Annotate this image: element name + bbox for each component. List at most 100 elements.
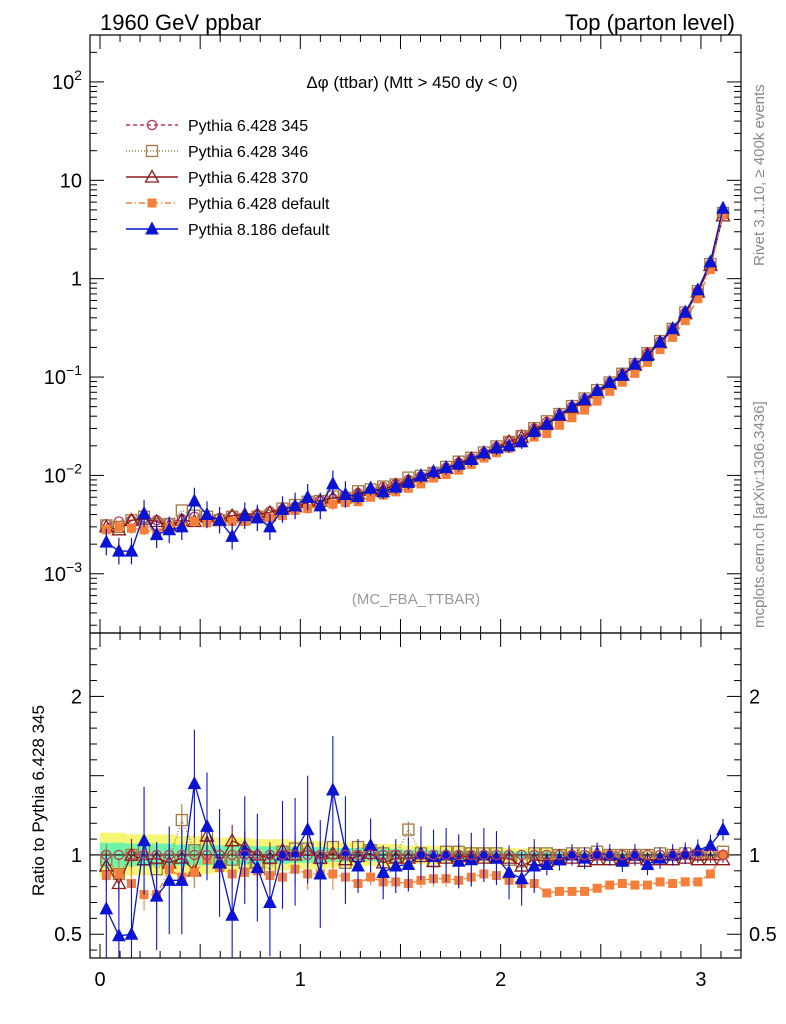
y-tick-label: 10 [60, 170, 82, 192]
data-point [502, 438, 516, 452]
ratio-data-point [112, 928, 126, 942]
ratio-y-tick-label: 2 [71, 686, 82, 708]
ratio-reference-point [239, 849, 251, 861]
ratio-data-point [401, 856, 416, 870]
data-point [313, 498, 328, 512]
legend-item: Pythia 8.186 default [126, 221, 330, 239]
ratio-reference-point [579, 849, 590, 861]
ratio-data-point [554, 886, 564, 896]
data-point [665, 321, 680, 335]
ratio-data-point [502, 864, 516, 878]
ratio-data-point [653, 850, 667, 864]
ratio-y-axis-label: Ratio to Pythia 6.428 345 [29, 705, 48, 896]
ratio-reference-point [264, 849, 276, 861]
ratio-data-point [149, 888, 164, 902]
ratio-reference-point [226, 849, 238, 861]
legend-item: Pythia 6.428 370 [126, 169, 308, 187]
ratio-reference-point [692, 849, 704, 861]
y-tick-label: 10−2 [44, 460, 82, 487]
data-point [628, 356, 642, 370]
data-point [338, 486, 353, 500]
legend-label: Pythia 6.428 346 [188, 144, 308, 161]
data-point [514, 434, 529, 448]
ratio-reference-point [289, 849, 301, 861]
ratio-reference-series [101, 849, 729, 861]
data-point [489, 440, 504, 454]
ratio-reference-point [302, 849, 313, 861]
data-point [326, 476, 340, 490]
ratio-data-point [680, 877, 690, 887]
data-point [126, 523, 136, 533]
ratio-y-tick-label-right: 0.5 [749, 924, 777, 946]
header-right-title: Top (parton level) [565, 10, 735, 35]
y-tick-label: 102 [52, 67, 82, 94]
x-tick-label: 3 [695, 969, 706, 991]
ratio-data-point [539, 856, 554, 870]
data-point [189, 516, 199, 526]
ratio-reference-point [189, 849, 200, 861]
ratio-data-point [175, 813, 188, 827]
ratio-data-point [642, 880, 652, 890]
legend-item: Pythia 6.428 345 [126, 118, 308, 135]
ratio-data-point [580, 886, 590, 896]
ratio-reference-point [667, 849, 678, 861]
ratio-reference-point [340, 849, 351, 861]
x-tick-label: 1 [295, 969, 306, 991]
ratio-reference-point [415, 849, 427, 861]
legend-label: Pythia 6.428 370 [188, 170, 308, 187]
ratio-y-tick-label-right: 1 [749, 845, 760, 867]
data-point [401, 474, 416, 488]
data-point [577, 391, 592, 406]
ratio-reference-point [680, 849, 691, 861]
ratio-data-point [300, 822, 315, 836]
data-point [592, 396, 602, 406]
ratio-y-tick-label: 1 [71, 845, 82, 867]
data-point [137, 505, 151, 519]
data-point [212, 512, 227, 526]
ratio-reference-point [352, 849, 364, 861]
ratio-data-point [137, 833, 151, 847]
data-point [580, 405, 590, 415]
ratio-reference-point [629, 849, 641, 861]
data-point [149, 527, 164, 541]
ratio-data-point [162, 872, 177, 886]
data-point [678, 304, 693, 318]
ratio-data-point [592, 883, 602, 893]
data-point [653, 334, 667, 348]
data-point [376, 484, 391, 498]
ratio-data-point [567, 886, 577, 896]
data-point [139, 525, 149, 535]
ratio-data-point [388, 858, 403, 872]
ratio-reference-point [327, 849, 339, 861]
data-point [162, 522, 177, 536]
data-point [554, 420, 564, 430]
data-point [114, 522, 124, 532]
ratio-series-4 [99, 729, 730, 958]
ratio-data-point [189, 867, 199, 877]
ratio-data-point [542, 888, 552, 898]
ratio-reference-point [428, 849, 439, 861]
data-point [263, 519, 277, 533]
ratio-data-point [414, 845, 428, 859]
ratio-data-point [514, 871, 529, 885]
data-point [451, 456, 466, 470]
ratio-reference-point [554, 849, 565, 861]
data-point [680, 316, 690, 326]
ratio-data-point [590, 845, 604, 859]
data-point [703, 254, 718, 268]
data-point [200, 506, 214, 521]
ratio-data-point [402, 823, 415, 836]
data-point [565, 399, 579, 413]
ratio-reference-point [151, 849, 162, 861]
ratio-data-point [615, 853, 630, 867]
y-tick-label: 10−3 [44, 559, 82, 586]
data-point [300, 489, 315, 503]
data-point [716, 200, 730, 214]
data-point [630, 368, 640, 378]
legend-marker [146, 119, 158, 131]
data-point [363, 480, 378, 494]
ratio-reference-point [113, 849, 125, 861]
ratio-data-point [451, 853, 466, 867]
ratio-reference-point [642, 849, 653, 861]
ratio-data-point [338, 842, 353, 856]
